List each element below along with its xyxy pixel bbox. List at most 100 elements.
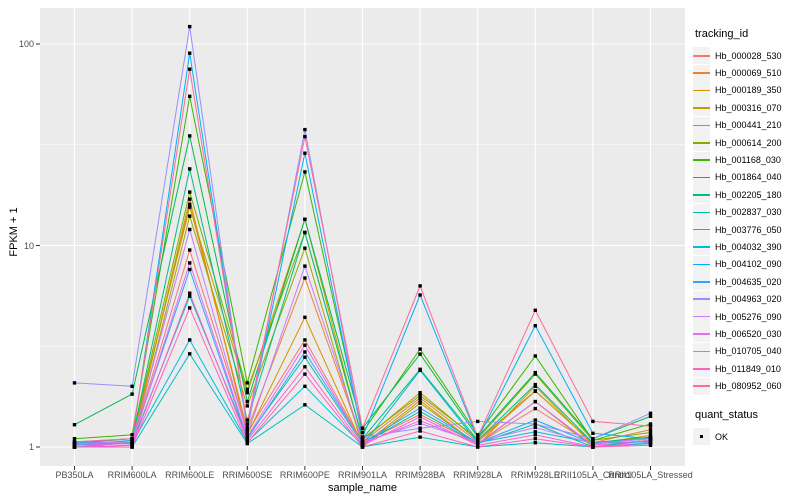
legend-item-Hb_004032_390: Hb_004032_390 bbox=[693, 238, 799, 256]
legend-key-line-icon bbox=[693, 168, 710, 186]
data-point bbox=[245, 399, 249, 404]
data-point bbox=[303, 403, 307, 407]
legend-key-line-icon bbox=[693, 238, 710, 256]
x-tick-label: RRIM928LE bbox=[510, 470, 560, 480]
y-axis-title: FPKM + 1 bbox=[8, 207, 20, 257]
data-point bbox=[418, 398, 422, 403]
legend-key-line-icon bbox=[693, 134, 710, 152]
data-point bbox=[188, 202, 192, 207]
legend-item-Hb_004963_020: Hb_004963_020 bbox=[693, 290, 799, 308]
data-point bbox=[533, 370, 537, 375]
data-point bbox=[188, 294, 192, 298]
x-axis-title: sample_name bbox=[327, 482, 398, 494]
data-point bbox=[418, 293, 422, 297]
data-point bbox=[648, 430, 653, 435]
data-point bbox=[533, 441, 537, 445]
legend-item-label: Hb_003776_050 bbox=[715, 224, 782, 235]
legend-item-Hb_005276_090: Hb_005276_090 bbox=[693, 308, 799, 326]
data-point bbox=[418, 406, 422, 410]
data-point bbox=[188, 267, 192, 272]
data-point bbox=[245, 418, 249, 422]
data-point bbox=[245, 404, 249, 408]
legend-key-line-icon bbox=[693, 360, 710, 378]
data-point bbox=[533, 324, 537, 328]
data-point bbox=[533, 308, 537, 312]
legend-item-Hb_004635_020: Hb_004635_020 bbox=[693, 273, 799, 291]
data-points bbox=[72, 24, 653, 449]
legend-key-line-icon bbox=[693, 255, 710, 273]
x-tick-label: RRIM928LA bbox=[453, 470, 503, 480]
legend-item-Hb_000069_510: Hb_000069_510 bbox=[693, 64, 799, 82]
legend-item-label: Hb_004635_020 bbox=[715, 276, 782, 287]
data-point bbox=[188, 134, 192, 138]
legend-item-label: Hb_002205_180 bbox=[715, 189, 782, 200]
data-point bbox=[303, 217, 307, 221]
data-point bbox=[303, 134, 307, 139]
legend-color-items: Hb_000028_530 Hb_000069_510 Hb_000189_350 H… bbox=[693, 47, 799, 395]
data-point bbox=[303, 372, 307, 376]
data-point bbox=[72, 381, 77, 385]
legend-item-label: Hb_000614_200 bbox=[715, 137, 782, 148]
data-point bbox=[245, 391, 249, 395]
legend-item-Hb_002837_030: Hb_002837_030 bbox=[693, 203, 799, 221]
data-point bbox=[188, 67, 192, 71]
data-point bbox=[418, 419, 422, 423]
data-point bbox=[303, 350, 307, 354]
data-point bbox=[303, 384, 307, 388]
legend-item-Hb_000441_210: Hb_000441_210 bbox=[693, 116, 799, 134]
data-point bbox=[418, 415, 422, 419]
data-point bbox=[303, 264, 307, 268]
legend-item-Hb_004102_090: Hb_004102_090 bbox=[693, 255, 799, 273]
legend-item-label: Hb_004032_390 bbox=[715, 241, 782, 252]
data-point bbox=[533, 437, 537, 441]
axis-tick-marks bbox=[36, 43, 651, 470]
data-point bbox=[533, 389, 537, 393]
data-point bbox=[360, 441, 365, 446]
data-point bbox=[303, 355, 307, 359]
data-point bbox=[303, 338, 307, 342]
data-point bbox=[418, 284, 422, 288]
data-point bbox=[591, 441, 595, 446]
data-point bbox=[188, 338, 192, 342]
x-tick-label: RRIM928BA bbox=[395, 470, 446, 480]
legend-item-label: Hb_001864_040 bbox=[715, 172, 782, 183]
data-point bbox=[188, 352, 192, 356]
legend-key-line-icon bbox=[693, 151, 710, 169]
legend-title-tracking-id: tracking_id bbox=[695, 28, 749, 40]
legend-item-Hb_002205_180: Hb_002205_180 bbox=[693, 186, 799, 204]
data-point bbox=[72, 445, 77, 449]
data-point bbox=[130, 392, 134, 396]
data-point bbox=[418, 421, 422, 426]
legend-key-line-icon bbox=[693, 99, 710, 117]
data-point bbox=[188, 306, 192, 310]
data-point bbox=[245, 381, 249, 385]
data-point bbox=[418, 393, 422, 398]
data-point bbox=[303, 315, 307, 319]
legend-title-quant-status: quant_status bbox=[695, 408, 758, 421]
data-point bbox=[418, 426, 422, 430]
data-point bbox=[245, 425, 249, 430]
data-point bbox=[648, 438, 653, 442]
data-point bbox=[533, 418, 537, 422]
legend-item-label: Hb_010705_040 bbox=[715, 346, 782, 357]
x-tick-label: RRIM901LA bbox=[337, 470, 388, 480]
data-point bbox=[591, 431, 595, 435]
data-point bbox=[245, 387, 249, 392]
data-point bbox=[303, 365, 307, 369]
legend-item-quant-ok: OK bbox=[693, 428, 799, 445]
legend: tracking_id Hb_000028_530 Hb_000069_510 Hb… bbox=[693, 28, 799, 445]
x-tick-label: RRII105LA_Control bbox=[553, 470, 632, 480]
data-point bbox=[188, 190, 192, 194]
data-point bbox=[418, 368, 422, 373]
data-point bbox=[533, 425, 537, 430]
legend-key-line-icon bbox=[693, 325, 710, 343]
data-point bbox=[188, 214, 192, 218]
data-point bbox=[418, 412, 422, 417]
data-point bbox=[418, 396, 422, 400]
data-point bbox=[418, 409, 422, 414]
legend-item-label: Hb_004963_020 bbox=[715, 294, 782, 305]
legend-key-line-icon bbox=[693, 308, 710, 326]
legend-item-label: Hb_000189_350 bbox=[715, 85, 782, 96]
